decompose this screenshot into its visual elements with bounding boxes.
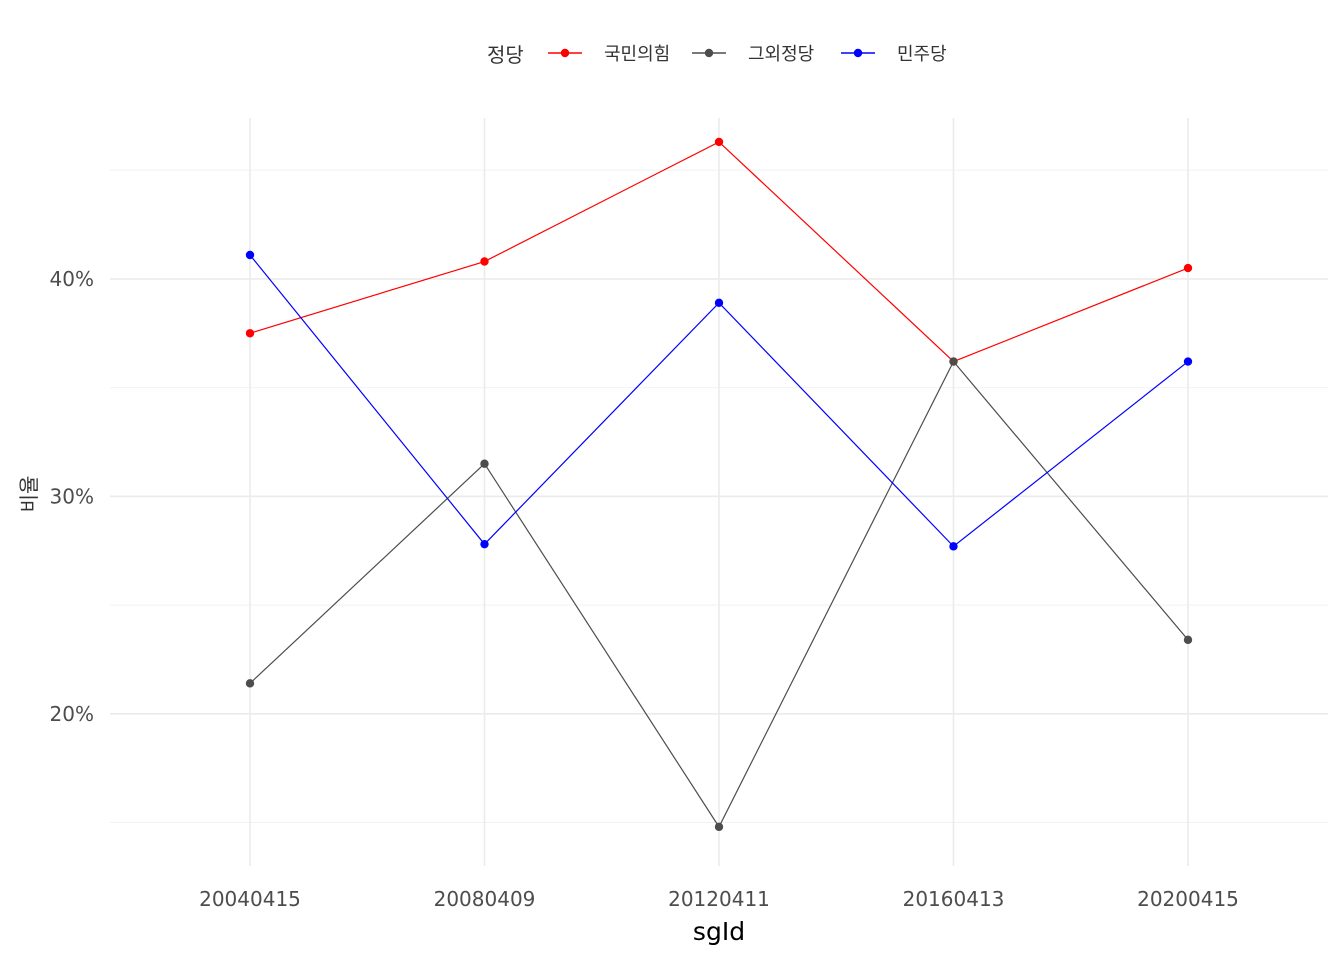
data-point: [714, 298, 724, 308]
legend-label: 민주당: [897, 44, 947, 65]
x-tick-label: 20200415: [1137, 887, 1239, 911]
x-tick-label: 20160413: [903, 887, 1005, 911]
y-axis-title: 비율: [17, 476, 41, 513]
y-axis-tick-labels: 20% 30% 40%: [50, 267, 94, 726]
data-point: [480, 459, 489, 468]
legend-item: 그외정당: [692, 44, 814, 65]
data-point: [1183, 357, 1193, 366]
legend-item: 국민의힘: [548, 44, 670, 65]
data-point: [1183, 635, 1193, 645]
major-gridlines: [110, 118, 1328, 866]
x-axis-title: sgId: [693, 917, 745, 946]
legend: 정당 국민의힘 그외정당 민주당: [487, 43, 947, 67]
x-tick-label: 20040415: [199, 887, 301, 911]
data-point: [714, 822, 724, 832]
legend-title: 정당: [487, 43, 524, 67]
data-point: [480, 257, 489, 266]
legend-label: 그외정당: [748, 44, 814, 65]
data-point: [480, 539, 489, 549]
legend-label: 국민의힘: [604, 44, 670, 65]
data-point: [949, 357, 958, 366]
data-point: [949, 542, 958, 551]
data-point: [245, 329, 255, 338]
y-tick-label: 20%: [50, 702, 94, 726]
legend-key-point: [560, 48, 570, 58]
x-axis-tick-labels: 20040415 20080409 20120411 20160413 20200415: [199, 887, 1239, 911]
x-tick-label: 20080409: [434, 887, 536, 911]
data-point: [245, 250, 255, 260]
series-points: [245, 137, 1193, 832]
data-point: [714, 137, 724, 147]
data-point: [245, 679, 255, 688]
y-tick-label: 30%: [50, 484, 94, 508]
legend-key-point: [853, 48, 863, 58]
x-tick-label: 20120411: [668, 887, 770, 911]
y-tick-label: 40%: [50, 267, 94, 291]
data-point: [1183, 263, 1193, 273]
legend-key-point: [704, 48, 714, 58]
legend-item: 민주당: [841, 44, 947, 65]
